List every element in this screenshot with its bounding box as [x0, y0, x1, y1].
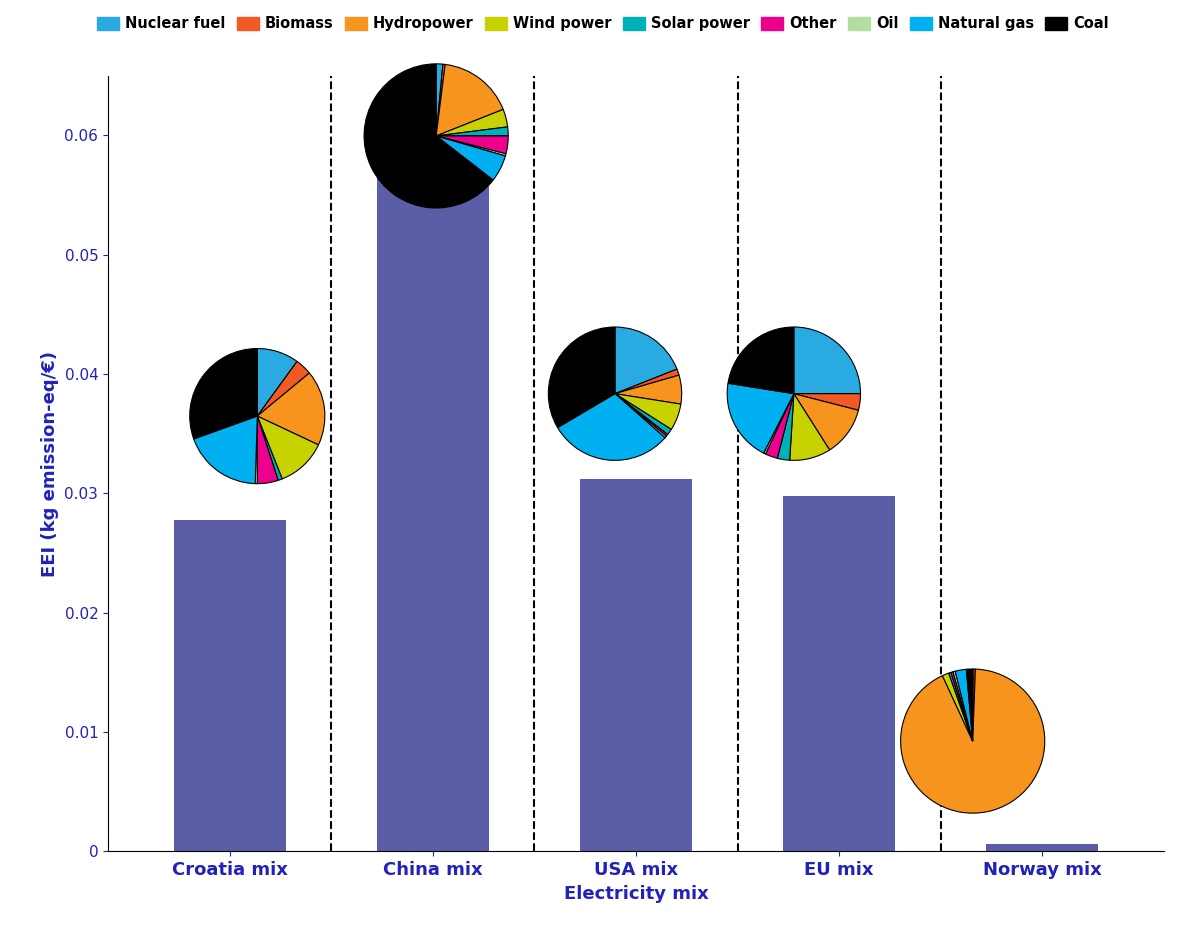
Wedge shape — [778, 394, 794, 460]
Legend: Nuclear fuel, Biomass, Hydropower, Wind power, Solar power, Other, Oil, Natural : Nuclear fuel, Biomass, Hydropower, Wind … — [94, 13, 1111, 34]
Wedge shape — [728, 327, 794, 394]
Wedge shape — [558, 394, 665, 461]
Wedge shape — [257, 361, 310, 416]
Wedge shape — [794, 394, 858, 450]
Wedge shape — [616, 394, 680, 429]
Wedge shape — [548, 327, 616, 428]
Wedge shape — [955, 669, 973, 741]
X-axis label: Electricity mix: Electricity mix — [564, 885, 708, 902]
Wedge shape — [436, 127, 509, 136]
Wedge shape — [973, 669, 976, 741]
Wedge shape — [256, 416, 257, 483]
Wedge shape — [901, 669, 1045, 814]
Wedge shape — [364, 64, 493, 208]
Y-axis label: EEI (kg emission-eq/€): EEI (kg emission-eq/€) — [41, 351, 59, 576]
Wedge shape — [966, 669, 973, 741]
Wedge shape — [616, 375, 682, 404]
Wedge shape — [790, 394, 829, 461]
Wedge shape — [257, 416, 278, 483]
Wedge shape — [794, 394, 860, 411]
Wedge shape — [949, 673, 973, 741]
Wedge shape — [257, 416, 282, 481]
Wedge shape — [190, 348, 257, 439]
Wedge shape — [616, 369, 679, 394]
Wedge shape — [193, 416, 257, 483]
Wedge shape — [436, 64, 503, 136]
Wedge shape — [953, 671, 973, 741]
Wedge shape — [942, 674, 973, 741]
Wedge shape — [727, 383, 794, 453]
Wedge shape — [766, 394, 794, 458]
Wedge shape — [763, 394, 794, 454]
Wedge shape — [794, 327, 860, 394]
Bar — [784, 496, 895, 851]
Wedge shape — [950, 672, 973, 741]
Bar — [377, 148, 488, 851]
Bar — [986, 844, 1098, 851]
Wedge shape — [436, 64, 445, 136]
Wedge shape — [257, 416, 318, 479]
Wedge shape — [616, 394, 667, 436]
Wedge shape — [436, 136, 509, 154]
Wedge shape — [257, 373, 325, 445]
Wedge shape — [616, 394, 666, 438]
Wedge shape — [436, 136, 506, 156]
Wedge shape — [436, 110, 508, 136]
Wedge shape — [436, 136, 505, 180]
Bar — [580, 479, 692, 851]
Wedge shape — [436, 64, 443, 136]
Bar — [174, 519, 286, 851]
Wedge shape — [616, 394, 671, 434]
Wedge shape — [257, 348, 298, 416]
Wedge shape — [614, 327, 677, 394]
